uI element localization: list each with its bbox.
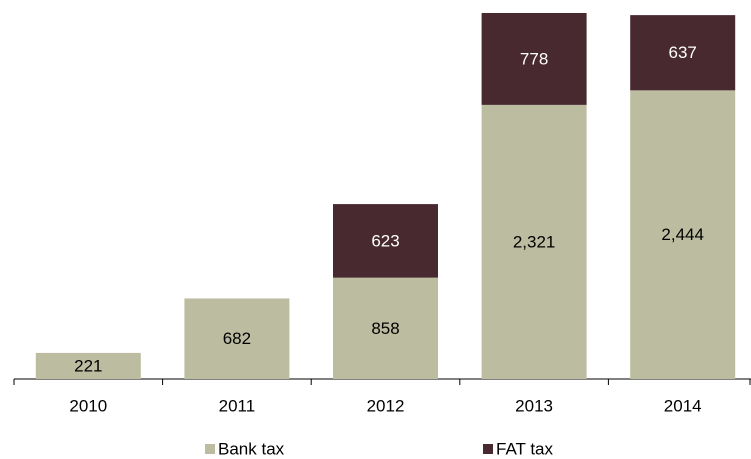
data-label: 778 <box>520 49 548 68</box>
x-tick-label: 2010 <box>69 396 107 415</box>
legend-label: Bank tax <box>218 439 285 458</box>
x-tick-label: 2013 <box>515 396 553 415</box>
bar-segment <box>333 204 438 278</box>
bar-segment <box>481 104 587 379</box>
legend-label: FAT tax <box>496 439 554 458</box>
bar-segment <box>184 298 290 379</box>
data-label: 858 <box>371 319 399 338</box>
data-label: 623 <box>371 231 399 250</box>
data-label: 2,444 <box>661 225 704 244</box>
x-tick-label: 2011 <box>219 396 256 415</box>
bar-segment <box>481 13 587 105</box>
data-label: 221 <box>74 356 102 375</box>
data-label: 682 <box>223 329 251 348</box>
bar-segment <box>333 277 438 379</box>
data-label: 2,321 <box>513 232 556 251</box>
data-label: 637 <box>669 43 697 62</box>
bar-segment <box>630 15 736 91</box>
bar-segment <box>630 90 736 379</box>
bar-segment <box>35 352 141 379</box>
legend-swatch <box>483 444 493 454</box>
x-tick-label: 2014 <box>664 396 702 415</box>
legend-swatch <box>205 444 215 454</box>
x-tick-label: 2012 <box>367 396 405 415</box>
